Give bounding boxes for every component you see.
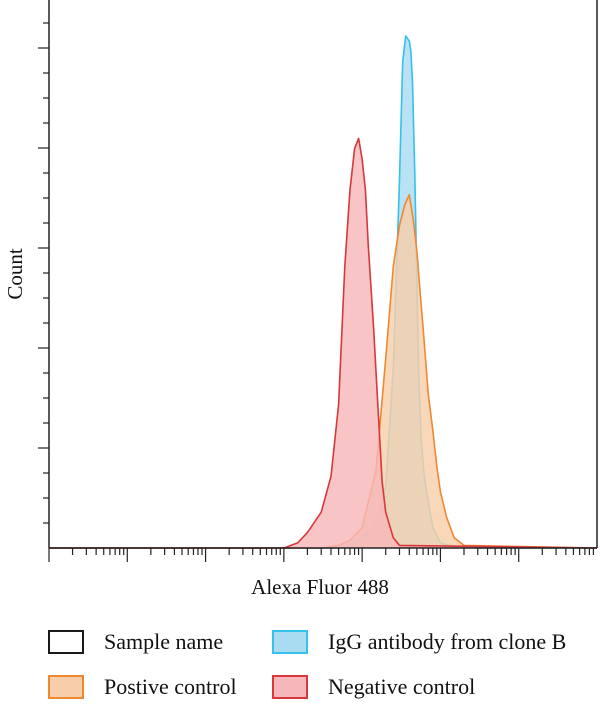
legend-swatch-negative-control (272, 675, 308, 699)
series-layer (49, 35, 598, 549)
x-axis-ticks (48, 548, 595, 562)
series-line-negative-control (49, 137, 598, 549)
series-area-igg-antibody-from-clone-b (49, 36, 597, 548)
legend-label-negative-control: Negative control (328, 674, 476, 699)
legend-label-igg-antibody: IgG antibody from clone B (328, 629, 567, 654)
series-area-negative-control (49, 138, 597, 548)
series-line-postive-control (49, 193, 598, 549)
x-axis-label: Alexa Fluor 488 (251, 575, 389, 599)
y-axis-ticks (38, 22, 49, 524)
legend: Sample name IgG antibody from clone B Po… (0, 620, 600, 704)
legend-swatch-igg-antibody (272, 630, 308, 654)
y-axis-label: Count (3, 248, 27, 300)
legend-label-positive-control: Postive control (104, 674, 237, 699)
series-line-igg-antibody-from-clone-b (49, 35, 597, 549)
histogram-chart: Alexa Fluor 488 Count (3, 0, 598, 599)
legend-item-igg-antibody: IgG antibody from clone B (272, 627, 566, 657)
legend-item-sample-name: Sample name (48, 627, 223, 657)
series-area-postive-control (49, 194, 597, 548)
legend-swatch-sample-name (48, 630, 84, 654)
legend-swatch-positive-control (48, 675, 84, 699)
legend-label-sample-name: Sample name (104, 629, 224, 654)
legend-item-positive-control: Postive control (48, 672, 237, 702)
legend-item-negative-control: Negative control (272, 672, 475, 702)
